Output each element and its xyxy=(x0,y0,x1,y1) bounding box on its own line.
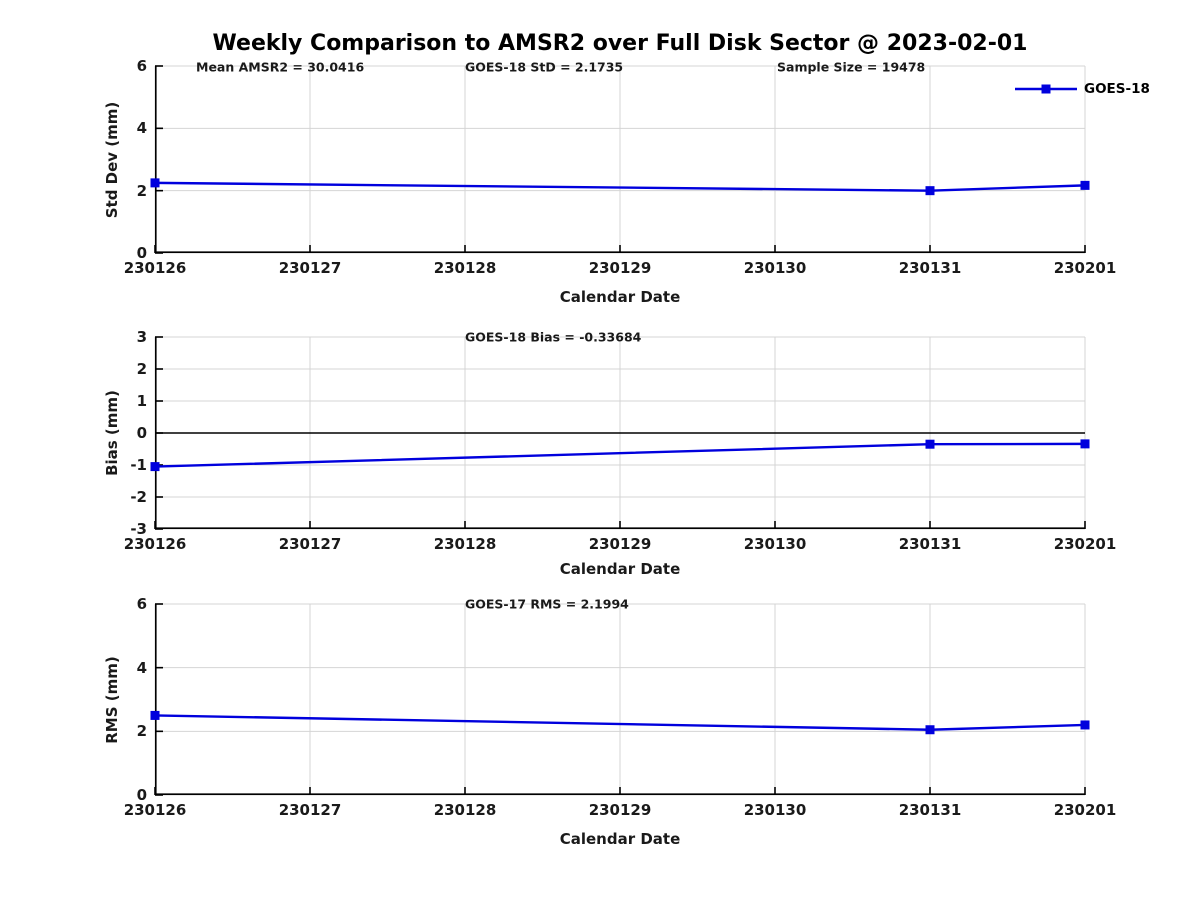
legend-label: GOES-18 xyxy=(1084,81,1150,97)
y-tick-label: 2 xyxy=(136,181,147,200)
x-tick-label: 230130 xyxy=(743,535,807,553)
x-tick-label: 230201 xyxy=(1053,259,1117,277)
data-point-marker xyxy=(1080,439,1090,449)
y-tick-label: 0 xyxy=(136,244,147,262)
annotation-goes18-bias: GOES-18 Bias = -0.33684 xyxy=(465,329,642,345)
x-tick-label: 230129 xyxy=(588,535,652,553)
y-tick-label: 4 xyxy=(136,658,147,677)
annotation-sample-size: Sample Size = 19478 xyxy=(777,59,926,75)
x-tick-label: 230127 xyxy=(278,259,342,277)
data-point-marker xyxy=(925,439,935,449)
y-tick-label: 3 xyxy=(136,328,147,346)
annotation-goes18-std: GOES-18 StD = 2.1735 xyxy=(465,59,624,75)
x-tick-label: 230201 xyxy=(1053,801,1117,819)
x-tick-label: 230131 xyxy=(898,801,962,819)
legend: GOES-18 xyxy=(1015,81,1150,97)
y-tick-label: -2 xyxy=(130,488,147,506)
y-tick-label: 0 xyxy=(136,786,147,804)
rms-plot-area xyxy=(150,603,1090,796)
x-tick-label: 230126 xyxy=(123,259,187,277)
y-tick-label: 2 xyxy=(136,360,147,378)
y-tick-label: -1 xyxy=(130,456,147,474)
y-tick-label: -3 xyxy=(130,520,147,538)
y-tick-label: 6 xyxy=(136,595,147,613)
x-tick-label: 230131 xyxy=(898,535,962,553)
rms-y-axis-label: RMS (mm) xyxy=(103,656,121,744)
stddev-plot-area xyxy=(150,65,1090,254)
data-point-marker xyxy=(1080,180,1090,190)
x-tick-label: 230127 xyxy=(278,801,342,819)
annotation-goes17-rms: GOES-17 RMS = 2.1994 xyxy=(465,596,629,612)
stddev-x-axis-label: Calendar Date xyxy=(559,288,681,306)
x-tick-label: 230127 xyxy=(278,535,342,553)
y-tick-label: 1 xyxy=(136,392,147,410)
annotation-mean-amsr2: Mean AMSR2 = 30.0416 xyxy=(196,59,365,75)
bias-plot-svg xyxy=(150,336,1090,530)
x-tick-label: 230130 xyxy=(743,259,807,277)
data-point-marker xyxy=(150,462,160,472)
legend-line-sample-icon xyxy=(1015,84,1077,94)
rms-plot-svg xyxy=(150,603,1090,796)
y-tick-label: 6 xyxy=(136,57,147,75)
x-tick-label: 230130 xyxy=(743,801,807,819)
data-point-marker xyxy=(1080,720,1090,730)
x-tick-label: 230126 xyxy=(123,535,187,553)
x-tick-label: 230131 xyxy=(898,259,962,277)
x-tick-label: 230201 xyxy=(1053,535,1117,553)
bias-x-axis-label: Calendar Date xyxy=(559,560,681,578)
data-point-marker xyxy=(150,178,160,188)
data-point-marker xyxy=(925,186,935,196)
bias-plot-area xyxy=(150,336,1090,530)
x-tick-label: 230128 xyxy=(433,801,497,819)
x-tick-label: 230129 xyxy=(588,801,652,819)
data-point-marker xyxy=(925,725,935,735)
x-tick-label: 230126 xyxy=(123,801,187,819)
y-tick-label: 0 xyxy=(136,424,147,442)
x-tick-label: 230128 xyxy=(433,535,497,553)
y-tick-label: 4 xyxy=(136,119,147,138)
figure-title: Weekly Comparison to AMSR2 over Full Dis… xyxy=(212,31,1028,56)
stddev-y-axis-label: Std Dev (mm) xyxy=(103,101,121,219)
x-tick-label: 230128 xyxy=(433,259,497,277)
y-tick-label: 2 xyxy=(136,722,147,741)
data-point-marker xyxy=(150,710,160,720)
x-tick-label: 230129 xyxy=(588,259,652,277)
rms-x-axis-label: Calendar Date xyxy=(559,830,681,848)
stddev-plot-svg xyxy=(150,65,1090,254)
